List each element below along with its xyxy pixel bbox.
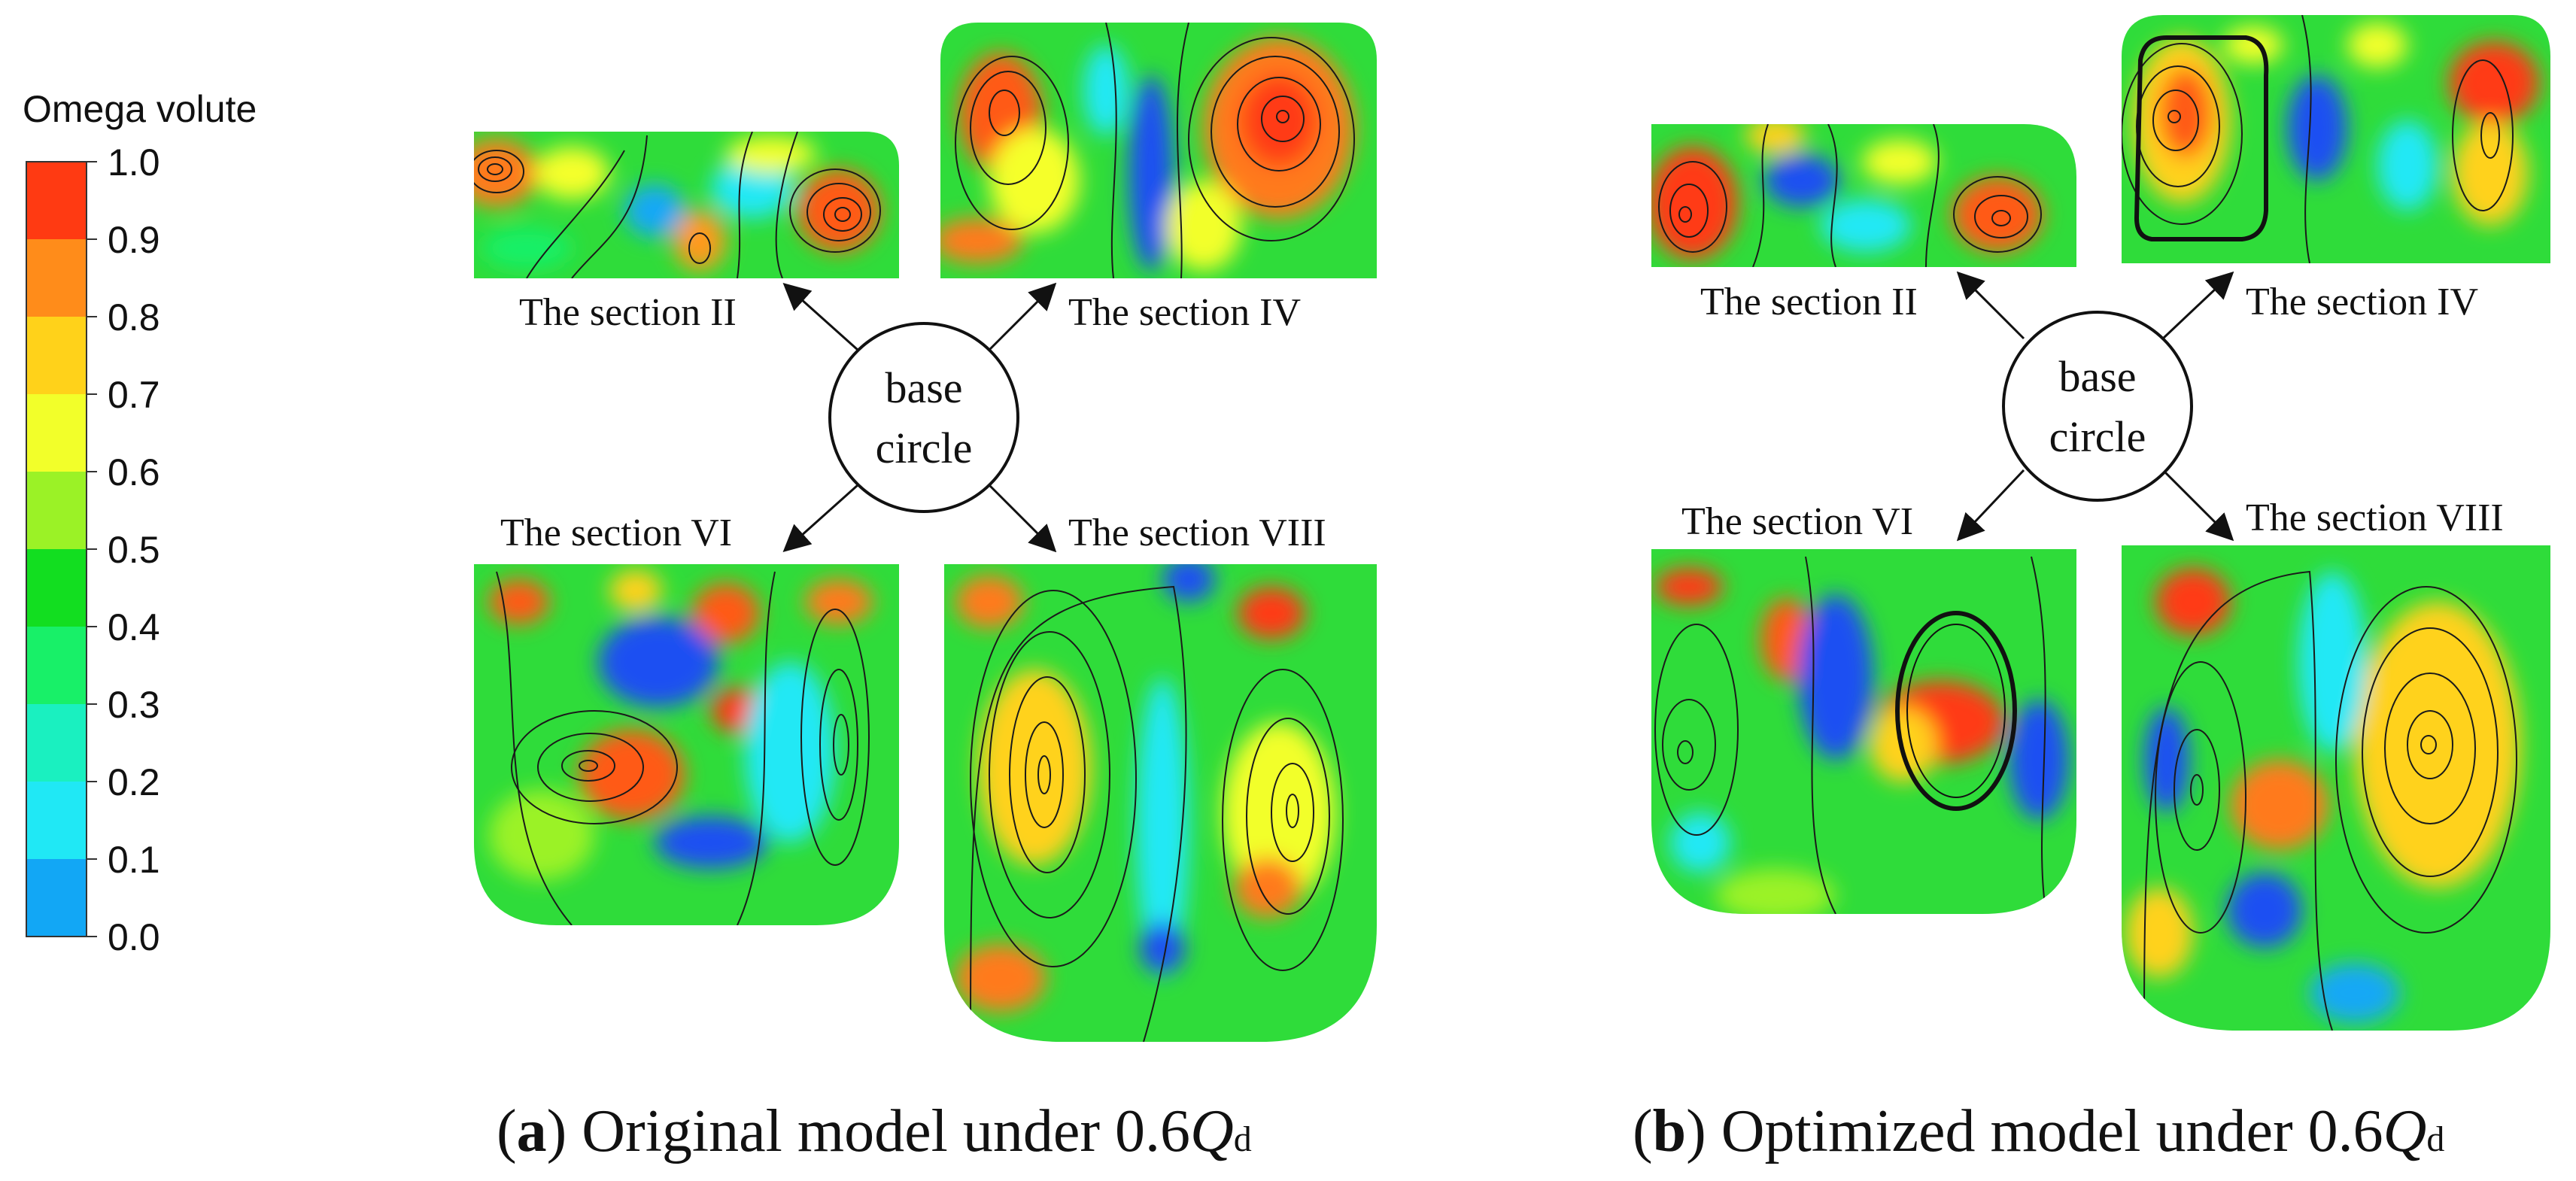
section-vi-field-a <box>474 564 899 925</box>
legend-band <box>26 394 87 472</box>
arrows-b <box>1956 271 2234 542</box>
legend-tick-label: 0.8 <box>108 296 160 339</box>
panel-b: base circle The section II The section I… <box>1633 15 2550 1164</box>
section-ii-field-a <box>474 132 899 278</box>
colorbar-legend: Omega volute 1.0 0.9 0.8 0.7 0.6 0.5 0.4 0.3 0.2… <box>23 88 257 958</box>
section-viii-label-a: The section VIII <box>1068 512 1326 554</box>
legend-tick-label: 0.9 <box>108 219 160 261</box>
section-iv-field-a <box>940 23 1377 278</box>
base-circle-b <box>2002 311 2193 502</box>
section-vi-label-b: The section VI <box>1681 500 1913 543</box>
base-circle-label-b-2: circle <box>2049 412 2146 461</box>
legend-title: Omega volute <box>23 88 257 130</box>
legend-band <box>26 627 87 705</box>
legend-band <box>26 704 87 782</box>
legend-tick-label: 0.6 <box>108 451 160 493</box>
section-ii-label-b: The section II <box>1700 281 1918 323</box>
caption-b: (b) Optimized model under 0.6Qd <box>1633 1098 2444 1164</box>
legend-band <box>26 859 87 937</box>
legend-band <box>26 317 87 395</box>
legend-band <box>26 782 87 860</box>
base-circle-label-a-2: circle <box>876 424 973 472</box>
legend-tick-label: 0.2 <box>108 761 160 803</box>
panel-a: base circle The section II The section I… <box>474 23 1377 1164</box>
legend-tick-label: 0.1 <box>108 839 160 881</box>
legend-ticks: 1.0 0.9 0.8 0.7 0.6 0.5 0.4 0.3 0.2 0.1 0.0 <box>87 141 160 958</box>
legend-band <box>26 239 87 317</box>
legend-band <box>26 549 87 627</box>
section-ii-field-b <box>1651 124 2076 267</box>
legend-band <box>26 162 87 240</box>
legend-band <box>26 472 87 550</box>
section-viii-field-a <box>944 564 1377 1042</box>
legend-tick-label: 0.4 <box>108 606 160 648</box>
caption-a: (a) Original model under 0.6Qd <box>497 1098 1252 1164</box>
legend-swatches <box>26 161 87 937</box>
base-circle-label-b-1: base <box>2058 352 2136 401</box>
base-circle-label-a-1: base <box>885 363 962 412</box>
section-ii-label-a: The section II <box>519 291 737 334</box>
legend-tick-label: 0.0 <box>108 916 160 958</box>
section-iv-label-b: The section IV <box>2246 281 2478 323</box>
base-circle-a <box>828 322 1019 513</box>
legend-tick-label: 0.3 <box>108 684 160 726</box>
section-viii-field-b <box>2122 545 2550 1031</box>
section-viii-label-b: The section VIII <box>2246 496 2504 539</box>
section-vi-field-b <box>1651 549 2076 914</box>
arrows-a <box>782 282 1057 553</box>
legend-tick-label: 0.5 <box>108 529 160 571</box>
legend-tick-label: 0.7 <box>108 374 160 416</box>
section-vi-label-a: The section VI <box>500 512 732 554</box>
section-iv-field-b <box>2122 15 2550 263</box>
section-iv-label-a: The section IV <box>1068 291 1301 334</box>
legend-tick-label: 1.0 <box>108 141 160 184</box>
